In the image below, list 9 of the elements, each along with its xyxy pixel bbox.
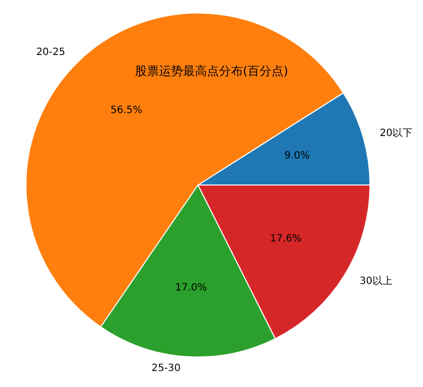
data-label: 56.5% bbox=[110, 105, 142, 116]
text: 股票运势最高点分布(百分点) bbox=[134, 64, 288, 78]
slice-label: 25-30 bbox=[152, 363, 181, 374]
data-label: 17.6% bbox=[270, 234, 302, 245]
slice-label: 30以上 bbox=[360, 275, 392, 288]
slice-label: 20以下 bbox=[380, 127, 412, 140]
data-label: 17.0% bbox=[175, 282, 207, 294]
data-label: 9.0% bbox=[284, 150, 310, 162]
slice-label: 20-25 bbox=[36, 47, 66, 58]
